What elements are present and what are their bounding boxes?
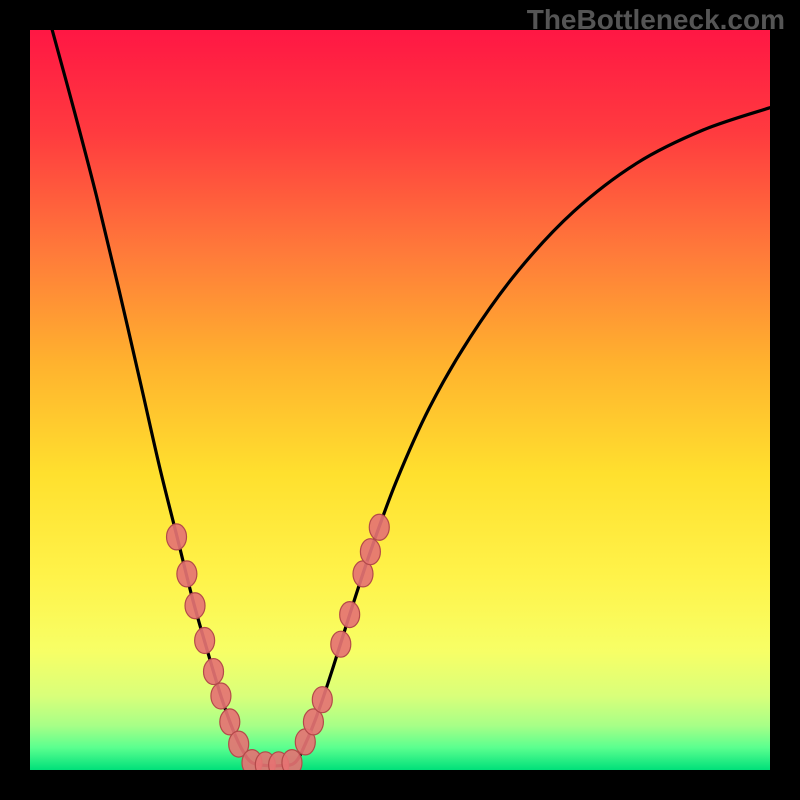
curve-marker — [211, 683, 231, 709]
plot-area — [30, 30, 770, 770]
curve-marker — [177, 561, 197, 587]
bottleneck-curve — [52, 30, 770, 766]
curve-markers — [167, 514, 390, 770]
curve-marker — [204, 659, 224, 685]
curve-marker — [167, 524, 187, 550]
curve-marker — [369, 514, 389, 540]
curve-marker — [185, 593, 205, 619]
curve-marker — [360, 539, 380, 565]
curve-svg — [30, 30, 770, 770]
watermark-text: TheBottleneck.com — [527, 4, 785, 36]
curve-marker — [340, 602, 360, 628]
curve-marker — [312, 687, 332, 713]
curve-marker — [195, 628, 215, 654]
curve-marker — [331, 631, 351, 657]
chart-frame — [0, 0, 800, 800]
